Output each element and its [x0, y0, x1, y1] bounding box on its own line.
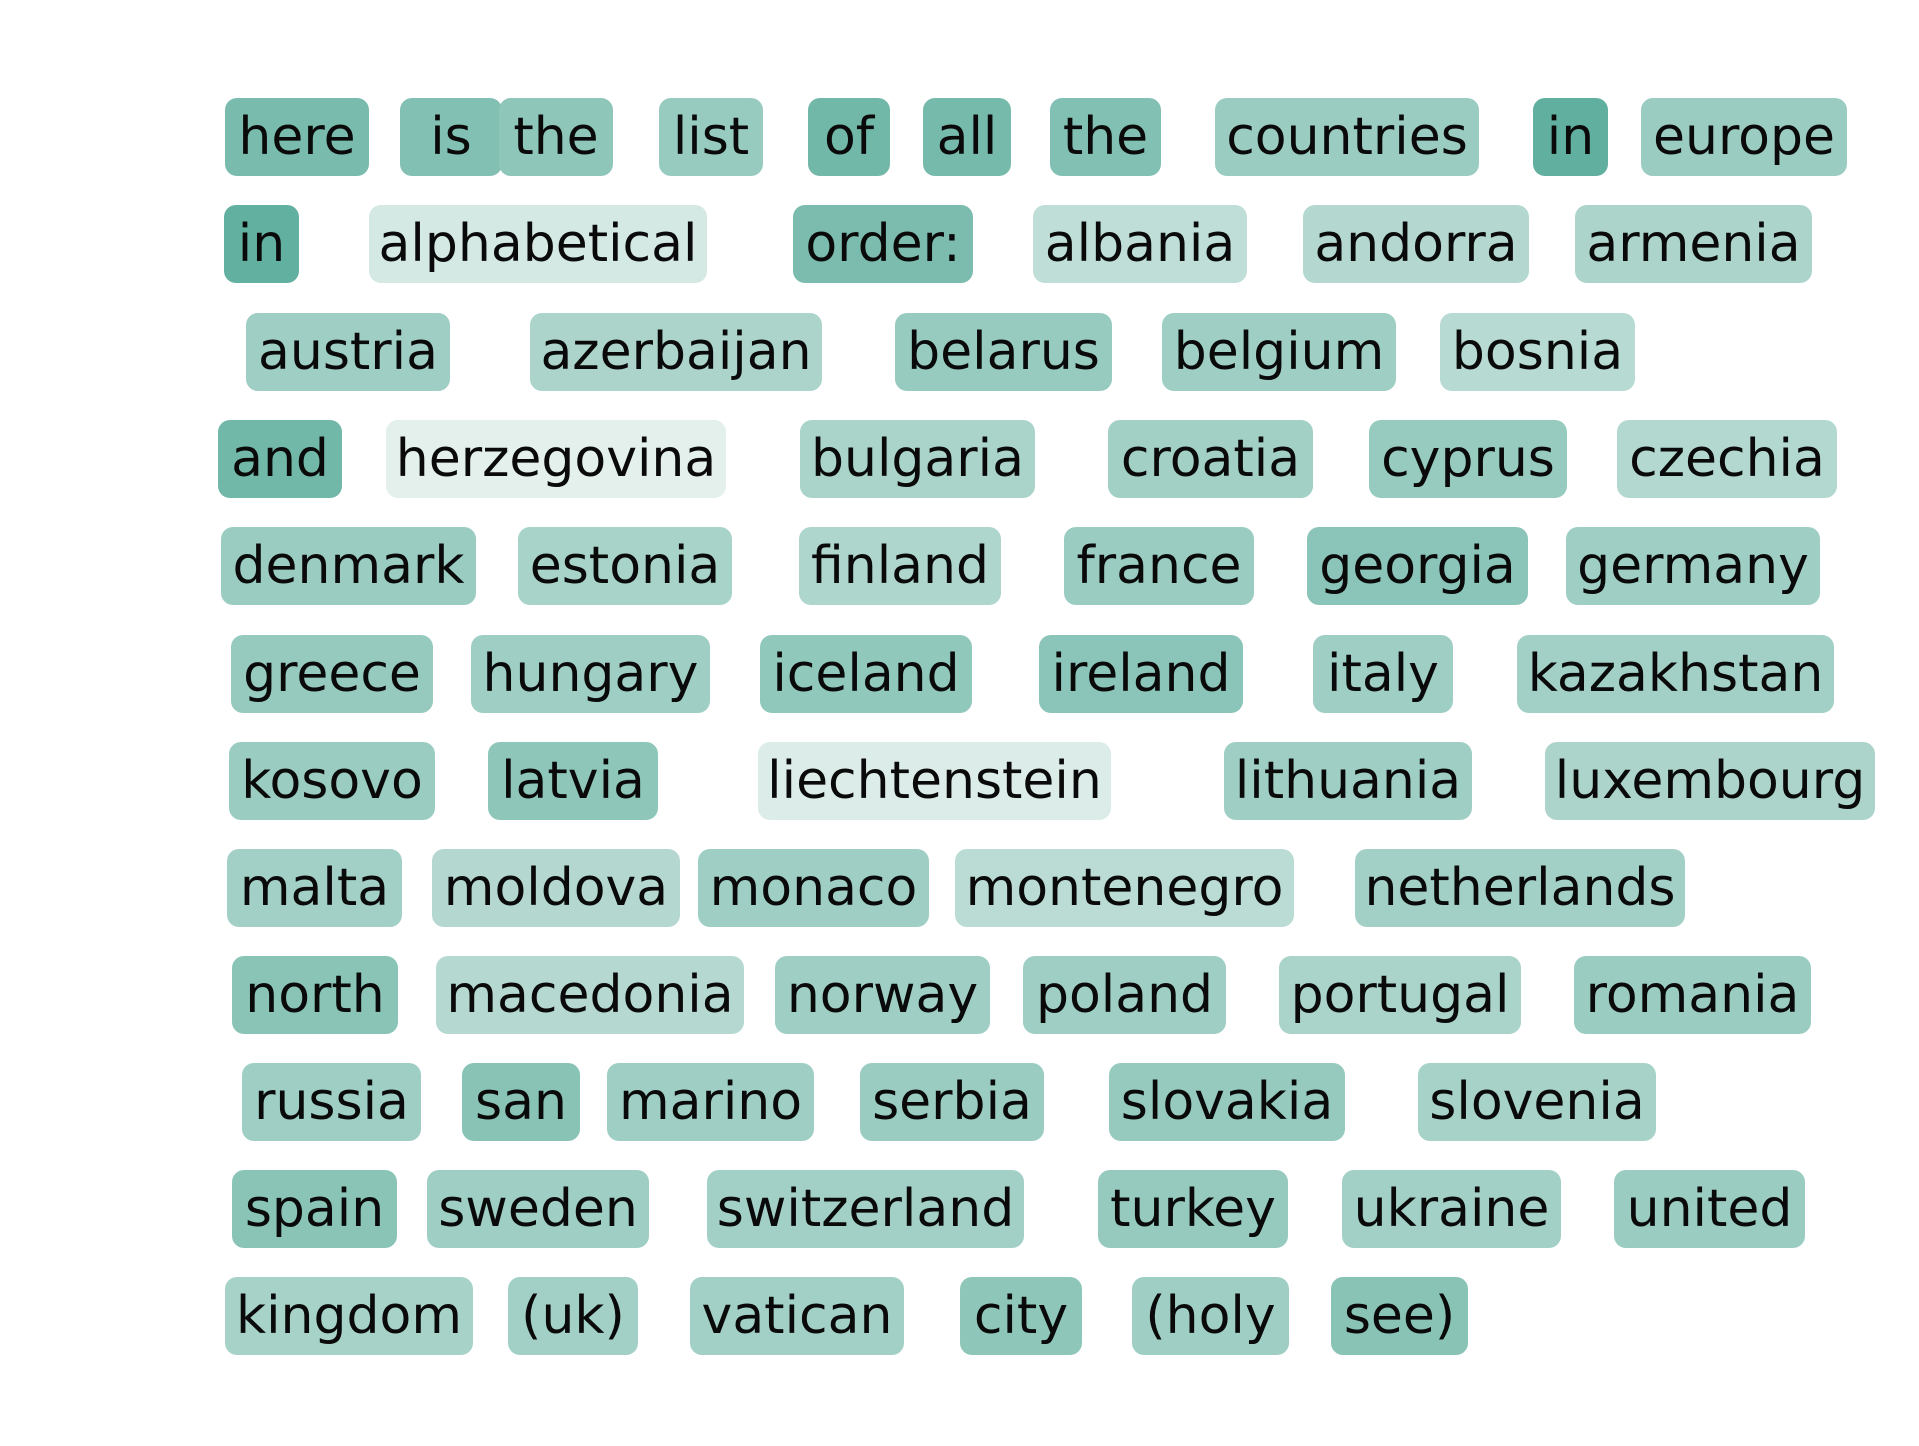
token-36: ireland [1039, 635, 1243, 713]
token-2: the [499, 98, 613, 176]
token-17: azerbaijan [530, 313, 822, 391]
token-31: georgia [1307, 527, 1528, 605]
token-37: italy [1313, 635, 1453, 713]
token-55: russia [242, 1063, 421, 1141]
token-3: list [659, 98, 763, 176]
token-45: moldova [432, 849, 680, 927]
token-4: of [808, 98, 890, 176]
token-22: herzegovina [386, 420, 726, 498]
token-23: bulgaria [800, 420, 1035, 498]
token-40: latvia [488, 742, 658, 820]
token-18: belarus [895, 313, 1112, 391]
token-19: belgium [1162, 313, 1396, 391]
token-21: and [218, 420, 342, 498]
token-14: andorra [1303, 205, 1529, 283]
token-50: macedonia [436, 956, 744, 1034]
token-52: poland [1023, 956, 1226, 1034]
token-58: serbia [860, 1063, 1044, 1141]
token-27: denmark [221, 527, 476, 605]
token-26: czechia [1617, 420, 1837, 498]
token-25: cyprus [1369, 420, 1567, 498]
token-48: netherlands [1355, 849, 1685, 927]
token-60: slovenia [1418, 1063, 1656, 1141]
token-9: europe [1641, 98, 1847, 176]
token-61: spain [232, 1170, 397, 1248]
token-67: kingdom [225, 1277, 473, 1355]
token-15: armenia [1575, 205, 1812, 283]
token-57: marino [607, 1063, 814, 1141]
token-20: bosnia [1440, 313, 1635, 391]
token-12: order: [793, 205, 973, 283]
token-39: kosovo [229, 742, 435, 820]
token-63: switzerland [707, 1170, 1024, 1248]
token-64: turkey [1098, 1170, 1288, 1248]
token-70: city [960, 1277, 1082, 1355]
token-54: romania [1574, 956, 1811, 1034]
token-11: alphabetical [369, 205, 707, 283]
token-5: all [923, 98, 1011, 176]
token-38: kazakhstan [1517, 635, 1834, 713]
token-47: montenegro [955, 849, 1294, 927]
token-10: in [224, 205, 299, 283]
token-56: san [462, 1063, 580, 1141]
token-49: north [232, 956, 398, 1034]
token-33: greece [231, 635, 433, 713]
token-1: is [400, 98, 502, 176]
token-32: germany [1566, 527, 1820, 605]
token-29: finland [799, 527, 1001, 605]
token-6: the [1050, 98, 1161, 176]
token-43: luxembourg [1545, 742, 1875, 820]
token-69: vatican [690, 1277, 904, 1355]
token-66: united [1614, 1170, 1805, 1248]
token-8: in [1533, 98, 1608, 176]
token-53: portugal [1279, 956, 1521, 1034]
token-41: liechtenstein [758, 742, 1111, 820]
token-0: here [225, 98, 369, 176]
token-30: france [1064, 527, 1254, 605]
token-42: lithuania [1224, 742, 1472, 820]
token-65: ukraine [1342, 1170, 1561, 1248]
token-35: iceland [760, 635, 972, 713]
token-44: malta [227, 849, 402, 927]
token-51: norway [775, 956, 990, 1034]
token-13: albania [1033, 205, 1247, 283]
token-71: (holy [1132, 1277, 1289, 1355]
token-16: austria [246, 313, 450, 391]
token-72: see) [1331, 1277, 1468, 1355]
token-24: croatia [1108, 420, 1313, 498]
token-59: slovakia [1109, 1063, 1345, 1141]
token-34: hungary [471, 635, 710, 713]
token-7: countries [1215, 98, 1479, 176]
token-62: sweden [427, 1170, 649, 1248]
token-46: monaco [698, 849, 929, 927]
token-28: estonia [518, 527, 732, 605]
token-68: (uk) [508, 1277, 638, 1355]
